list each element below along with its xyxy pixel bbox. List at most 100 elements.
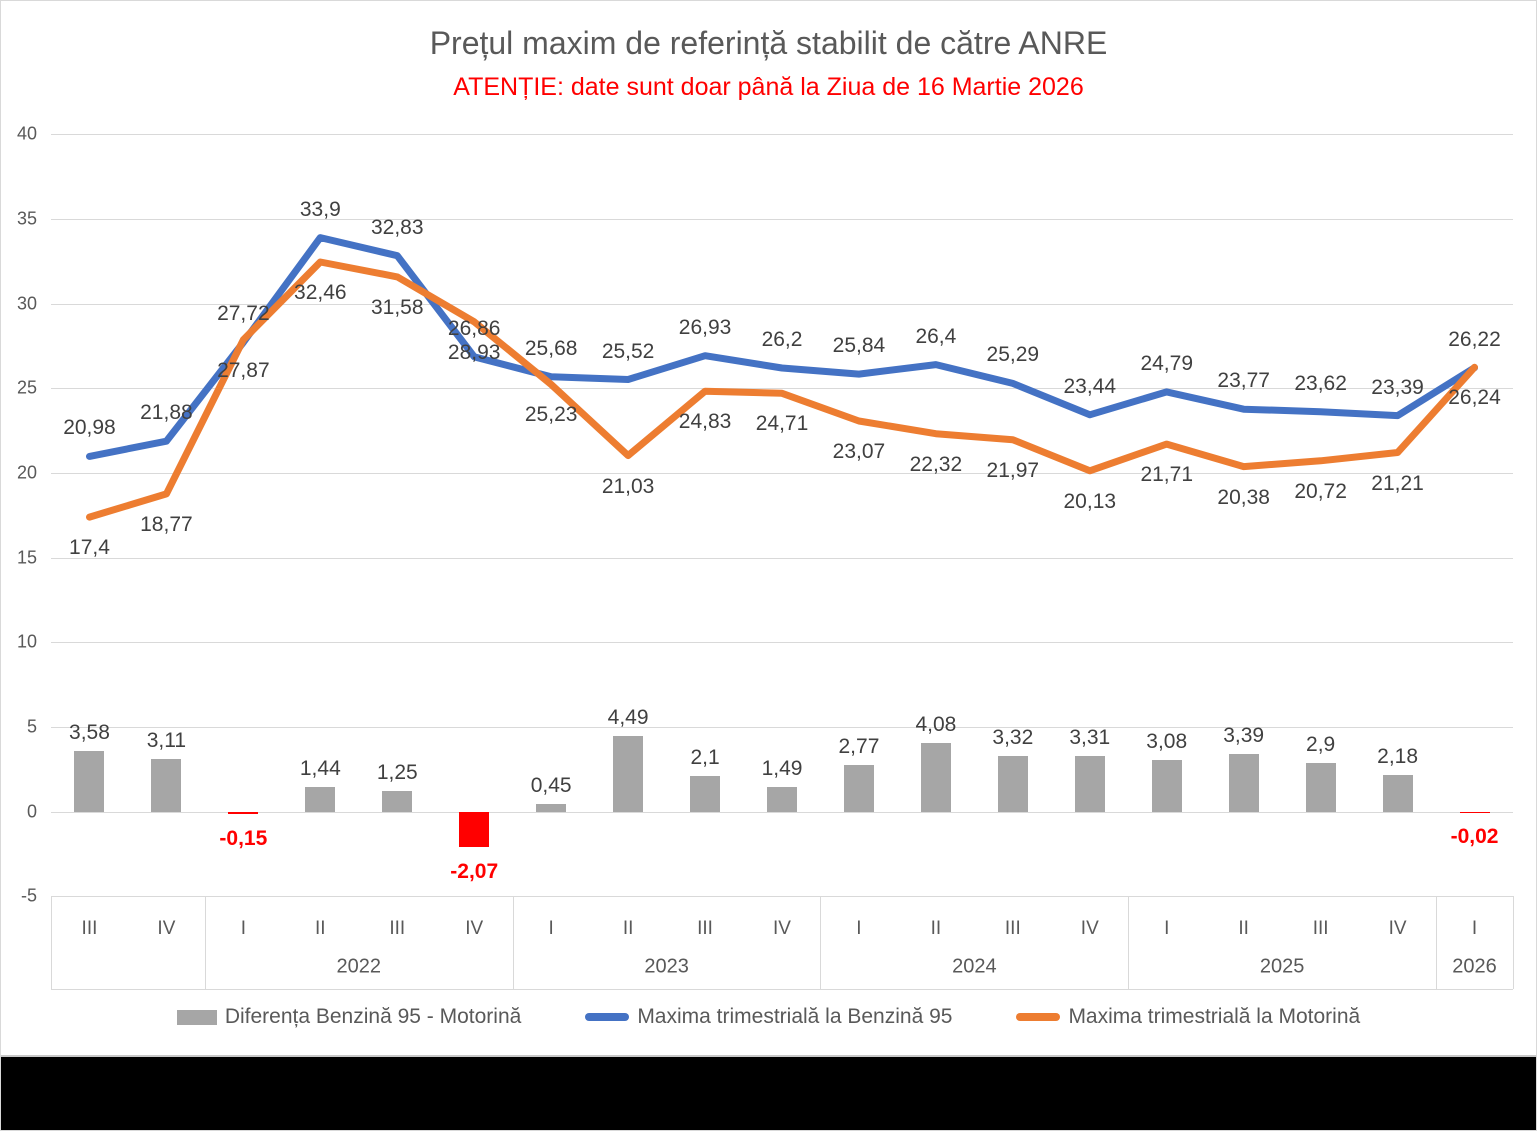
y-axis-tick-label: 0 xyxy=(26,801,37,822)
gridline xyxy=(51,134,1513,136)
motorina-point-label: 17,4 xyxy=(69,536,110,560)
y-axis-tick-label: 25 xyxy=(16,377,37,398)
bar-positive xyxy=(1151,759,1182,812)
benzina-point-label: 26,4 xyxy=(915,324,957,348)
benzina-line-swatch xyxy=(585,1013,630,1021)
motorina-line-swatch xyxy=(1016,1013,1061,1021)
motorina-point-label: 31,58 xyxy=(370,295,424,319)
bar-value-label: 1,49 xyxy=(761,756,803,780)
motorina-point-label: 20,38 xyxy=(1217,485,1270,509)
x-axis-quarter-label: IV xyxy=(1388,918,1407,939)
x-axis-quarter-label: II xyxy=(1238,918,1249,939)
gridline xyxy=(51,896,1513,898)
x-axis-quarter-label: IV xyxy=(773,918,791,939)
benzina-point-label: 25,68 xyxy=(524,336,578,360)
bar-value-label: 3,31 xyxy=(1069,725,1111,749)
bar-positive xyxy=(613,735,644,812)
bar-value-label: 0,45 xyxy=(530,774,572,798)
y-axis-tick-label: -5 xyxy=(20,885,37,906)
benzina-point-label: 33,9 xyxy=(299,197,341,221)
motorina-point-label: 21,97 xyxy=(986,458,1040,482)
bar-value-label: 3,11 xyxy=(146,729,187,753)
x-axis-quarter-label: II xyxy=(930,918,942,939)
bar-value-label: 1,44 xyxy=(299,757,341,781)
benzina-point-label: 20,98 xyxy=(63,416,116,440)
legend-item-benzina: Maxima trimestrială la Benzină 95 xyxy=(585,1005,952,1029)
legend: Diferența Benzină 95 - Motorină Maxima t… xyxy=(1,1005,1536,1029)
benzina-point-label: 25,52 xyxy=(601,339,655,363)
gridline xyxy=(51,811,1513,813)
motorina-point-label: 21,21 xyxy=(1371,471,1424,495)
y-axis-tick-label: 20 xyxy=(16,462,37,483)
motorina-point-label: 24,83 xyxy=(678,410,732,434)
benzina-point-label: 27,72 xyxy=(217,302,270,326)
x-axis-quarter-label: I xyxy=(548,918,554,939)
benzina-point-label: 26,2 xyxy=(761,328,803,352)
bar-value-label: 4,49 xyxy=(607,705,649,729)
bar-positive xyxy=(1228,754,1259,812)
legend-label-motorina: Maxima trimestrială la Motorină xyxy=(1068,1005,1361,1028)
benzina-point-label: 21,88 xyxy=(140,401,193,425)
benzina-point-label: 26,22 xyxy=(1448,327,1501,351)
x-axis-year-label: 2023 xyxy=(644,955,689,978)
x-axis-year-label: 2024 xyxy=(952,955,997,978)
axis-group-separator xyxy=(512,896,514,989)
benzina-point-label: 23,39 xyxy=(1371,375,1424,399)
x-axis-quarter-label: IV xyxy=(1080,918,1099,939)
bar-positive xyxy=(305,787,336,812)
benzina-point-label: 25,29 xyxy=(986,343,1040,367)
motorina-point-label: 21,03 xyxy=(601,474,655,498)
legend-label-diferenta: Diferența Benzină 95 - Motorină xyxy=(224,1005,522,1028)
bar-negative xyxy=(1459,811,1490,813)
bar-series-swatch xyxy=(176,1009,217,1025)
y-axis-tick-label: 40 xyxy=(16,123,37,144)
gridline xyxy=(51,642,1513,644)
bar-value-label: 2,77 xyxy=(838,734,880,758)
y-axis-tick-label: 35 xyxy=(16,208,37,229)
benzina-point-label: 23,77 xyxy=(1217,369,1270,393)
motorina-point-label: 18,77 xyxy=(140,512,193,536)
y-axis-tick-label: 10 xyxy=(16,631,37,652)
bottom-black-strip xyxy=(1,1055,1536,1130)
x-axis-quarter-label: III xyxy=(1004,918,1021,939)
x-axis-quarter-label: I xyxy=(240,918,246,939)
motorina-point-label: 32,46 xyxy=(294,280,347,304)
legend-label-benzina: Maxima trimestrială la Benzină 95 xyxy=(637,1005,953,1028)
bar-positive xyxy=(920,742,951,812)
x-axis-quarter-label: III xyxy=(81,918,98,939)
bar-value-label: 3,08 xyxy=(1146,729,1188,753)
x-axis-year-label: 2025 xyxy=(1259,955,1305,978)
axis-group-separator xyxy=(204,896,206,989)
motorina-point-label: 22,32 xyxy=(909,452,963,476)
bar-positive xyxy=(1074,755,1105,812)
bar-value-label: 3,58 xyxy=(69,721,110,745)
axis-group-separator xyxy=(1128,896,1130,989)
x-axis-quarter-label: I xyxy=(856,918,862,939)
axis-group-separator xyxy=(1513,896,1514,989)
bar-positive xyxy=(690,776,721,812)
bar-positive xyxy=(1305,762,1336,812)
bar-negative xyxy=(459,811,490,847)
benzina-point-label: 26,86 xyxy=(447,316,501,340)
motorina-point-label: 26,24 xyxy=(1448,386,1501,410)
bar-value-label: -0,02 xyxy=(1450,825,1499,849)
bar-positive xyxy=(74,751,105,812)
benzina-point-label: 32,83 xyxy=(370,215,424,239)
bar-positive xyxy=(1382,774,1413,812)
axis-group-separator xyxy=(51,896,52,989)
gridline xyxy=(51,218,1513,220)
gridline xyxy=(51,303,1513,305)
bar-positive xyxy=(767,786,797,812)
axis-group-separator xyxy=(1436,896,1438,989)
y-axis-tick-label: 5 xyxy=(26,716,37,737)
x-axis-year-label: 2026 xyxy=(1452,955,1497,978)
bar-value-label: 3,32 xyxy=(992,725,1034,749)
motorina-point-label: 20,72 xyxy=(1294,479,1347,503)
motorina-point-label: 21,71 xyxy=(1140,463,1194,487)
motorina-point-label: 27,87 xyxy=(217,358,270,382)
bar-value-label: -0,15 xyxy=(219,827,268,851)
legend-item-diferenta: Diferența Benzină 95 - Motorină xyxy=(176,1005,522,1029)
bar-positive xyxy=(382,790,413,812)
bar-positive xyxy=(536,804,567,812)
